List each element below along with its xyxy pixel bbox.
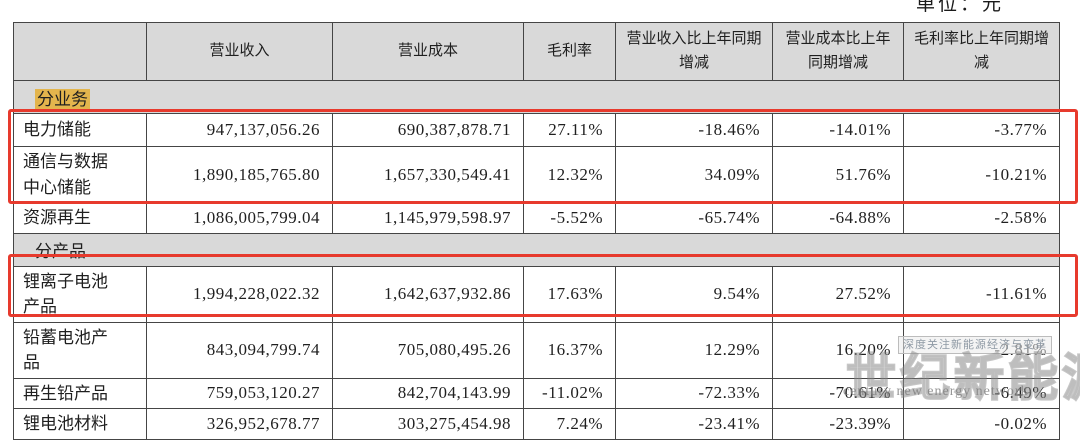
cell-revenue: 759,053,120.27	[146, 377, 333, 409]
cell-margin-yoy: -11.61%	[903, 265, 1060, 323]
table-row-liion-battery-products: 锂离子电池产品 1,994,228,022.32 1,642,637,932.8…	[13, 265, 1060, 323]
row-label: 通信与数据中心储能	[13, 146, 147, 203]
header-gross-margin: 毛利率	[523, 22, 616, 81]
table-row-resource-recycling: 资源再生 1,086,005,799.04 1,145,979,598.97 -…	[13, 202, 1060, 234]
unit-label-clipped: 单位：元	[916, 0, 1036, 12]
cell-cost-yoy: -64.88%	[772, 202, 904, 234]
cell-cost-yoy: 51.76%	[772, 146, 904, 203]
segment-financial-table: 营业收入 营业成本 毛利率 营业收入比上年同期增减 营业成本比上年同期增减 毛利…	[13, 22, 1060, 440]
cell-revenue: 843,094,799.74	[146, 321, 333, 379]
table-row-telecom-datacenter-storage: 通信与数据中心储能 1,890,185,765.80 1,657,330,549…	[13, 146, 1060, 203]
cell-cost: 705,080,495.26	[332, 321, 524, 379]
header-blank	[13, 22, 147, 81]
cell-margin-yoy: -6.49%	[903, 377, 1060, 409]
section-row-by-business: 分业务	[13, 80, 1060, 114]
header-cost: 营业成本	[332, 22, 524, 81]
header-cost-yoy: 营业成本比上年同期增减	[772, 22, 904, 81]
cell-margin-yoy: -0.02%	[903, 408, 1060, 440]
table-row-lithium-battery-materials: 锂电池材料 326,952,678.77 303,275,454.98 7.24…	[13, 408, 1060, 440]
cell-revenue-yoy: -18.46%	[615, 113, 773, 147]
cell-cost: 1,657,330,549.41	[332, 146, 524, 203]
row-label: 资源再生	[13, 202, 147, 234]
header-revenue: 营业收入	[146, 22, 333, 81]
cell-margin-yoy: -10.21%	[903, 146, 1060, 203]
cell-revenue: 1,890,185,765.80	[146, 146, 333, 203]
cell-margin: 27.11%	[523, 113, 616, 147]
cell-cost: 842,704,143.99	[332, 377, 524, 409]
row-label: 电力储能	[13, 113, 147, 147]
cell-revenue: 947,137,056.26	[146, 113, 333, 147]
header-revenue-yoy: 营业收入比上年同期增减	[615, 22, 773, 81]
cell-revenue: 1,994,228,022.32	[146, 265, 333, 323]
cell-cost: 303,275,454.98	[332, 408, 524, 440]
cell-revenue-yoy: 9.54%	[615, 265, 773, 323]
cell-cost: 690,387,878.71	[332, 113, 524, 147]
cell-cost-yoy: 16.20%	[772, 321, 904, 379]
table-header-row: 营业收入 营业成本 毛利率 营业收入比上年同期增减 营业成本比上年同期增减 毛利…	[13, 22, 1060, 81]
cell-margin: 17.63%	[523, 265, 616, 323]
cell-cost-yoy: -70.61%	[772, 377, 904, 409]
cell-revenue: 326,952,678.77	[146, 408, 333, 440]
cell-margin: 7.24%	[523, 408, 616, 440]
section-cell: 分产品	[13, 232, 1060, 267]
row-label: 锂电池材料	[13, 408, 147, 440]
cell-margin-yoy: -3.77%	[903, 113, 1060, 147]
cell-margin: -5.52%	[523, 202, 616, 234]
cell-cost-yoy: 27.52%	[772, 265, 904, 323]
row-label: 再生铅产品	[13, 377, 147, 409]
unit-label: 单位：元	[916, 0, 1005, 12]
section-label: 分产品	[35, 242, 86, 261]
cell-revenue-yoy: -23.41%	[615, 408, 773, 440]
cell-revenue-yoy: -65.74%	[615, 202, 773, 234]
section-cell: 分业务	[13, 80, 1060, 114]
cell-cost: 1,145,979,598.97	[332, 202, 524, 234]
cell-cost: 1,642,637,932.86	[332, 265, 524, 323]
section-label-highlighted: 分业务	[35, 88, 90, 110]
cell-revenue: 1,086,005,799.04	[146, 202, 333, 234]
cell-cost-yoy: -23.39%	[772, 408, 904, 440]
cell-margin-yoy: -2.81%	[903, 321, 1060, 379]
section-row-by-product: 分产品	[13, 232, 1060, 267]
cell-margin-yoy: -2.58%	[903, 202, 1060, 234]
cell-revenue-yoy: 34.09%	[615, 146, 773, 203]
table-row-lead-acid-battery-products: 铅蓄电池产品 843,094,799.74 705,080,495.26 16.…	[13, 321, 1060, 379]
row-label: 铅蓄电池产品	[13, 321, 147, 379]
cell-margin: -11.02%	[523, 377, 616, 409]
cell-margin: 12.32%	[523, 146, 616, 203]
cell-revenue-yoy: 12.29%	[615, 321, 773, 379]
header-margin-yoy: 毛利率比上年同期增减	[903, 22, 1060, 81]
row-label: 锂离子电池产品	[13, 265, 147, 323]
table-row-power-storage: 电力储能 947,137,056.26 690,387,878.71 27.11…	[13, 113, 1060, 147]
table-row-recycled-lead-products: 再生铅产品 759,053,120.27 842,704,143.99 -11.…	[13, 377, 1060, 409]
cell-revenue-yoy: -72.33%	[615, 377, 773, 409]
cell-cost-yoy: -14.01%	[772, 113, 904, 147]
report-table-page: 单位：元 营业收入 营业成本 毛利率 营业收入比上年同期增减 营业成本比上年同期…	[8, 0, 1080, 440]
cell-margin: 16.37%	[523, 321, 616, 379]
